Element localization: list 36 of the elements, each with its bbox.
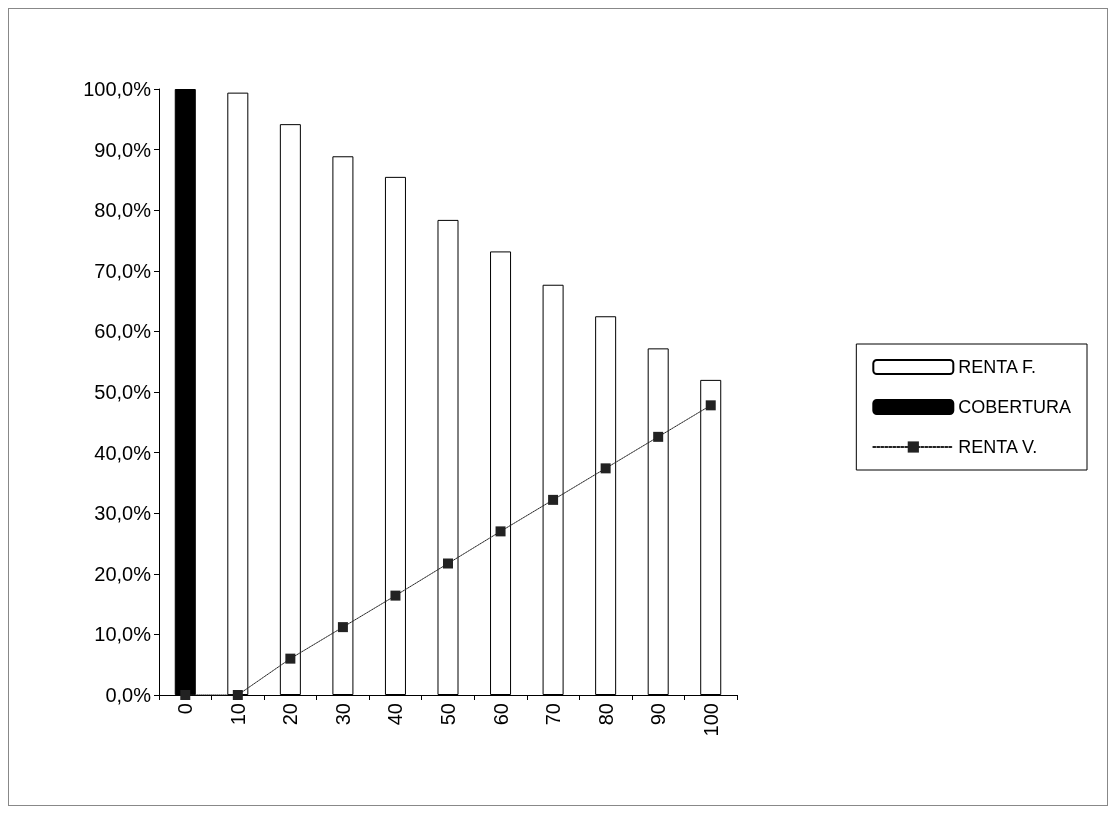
y-tick-label: 90,0% <box>94 138 152 161</box>
point <box>232 690 243 700</box>
y-tick-label: 60,0% <box>94 320 152 343</box>
x-tick-label: 90 <box>647 703 670 726</box>
legend-label: RENTA F. <box>958 357 1036 377</box>
x-tick-label: 10 <box>226 703 249 726</box>
x-tick-label: 100 <box>699 703 722 737</box>
point <box>548 494 559 505</box>
y-tick-label: 100,0% <box>83 78 152 100</box>
x-tick-label: 40 <box>384 703 407 726</box>
point <box>600 463 611 474</box>
y-tick-label: 40,0% <box>94 441 152 464</box>
point <box>705 400 716 411</box>
point <box>653 431 664 442</box>
x-tick-label: 80 <box>594 703 617 726</box>
legend-label: RENTA V. <box>958 437 1038 457</box>
point <box>390 590 401 601</box>
x-tick-label: 50 <box>437 703 459 726</box>
x-tick-label: 0 <box>174 703 197 715</box>
point <box>337 622 348 633</box>
x-tick-label: 30 <box>331 703 354 726</box>
x-tick-label: 70 <box>542 703 565 726</box>
x-tick-label: 60 <box>489 703 512 726</box>
point <box>495 526 506 537</box>
point <box>180 690 191 700</box>
y-tick-label: 20,0% <box>94 562 152 585</box>
point <box>285 653 296 664</box>
y-tick-label: 80,0% <box>94 199 152 222</box>
y-tick-label: 10,0% <box>94 623 152 646</box>
y-tick-label: 0,0% <box>105 684 152 706</box>
x-tick-label: 20 <box>279 703 302 726</box>
legend-label: COBERTURA <box>958 397 1071 417</box>
y-tick-label: 50,0% <box>94 381 152 403</box>
y-tick-label: 30,0% <box>94 502 152 525</box>
point <box>443 558 453 569</box>
y-tick-label: 70,0% <box>94 259 152 282</box>
